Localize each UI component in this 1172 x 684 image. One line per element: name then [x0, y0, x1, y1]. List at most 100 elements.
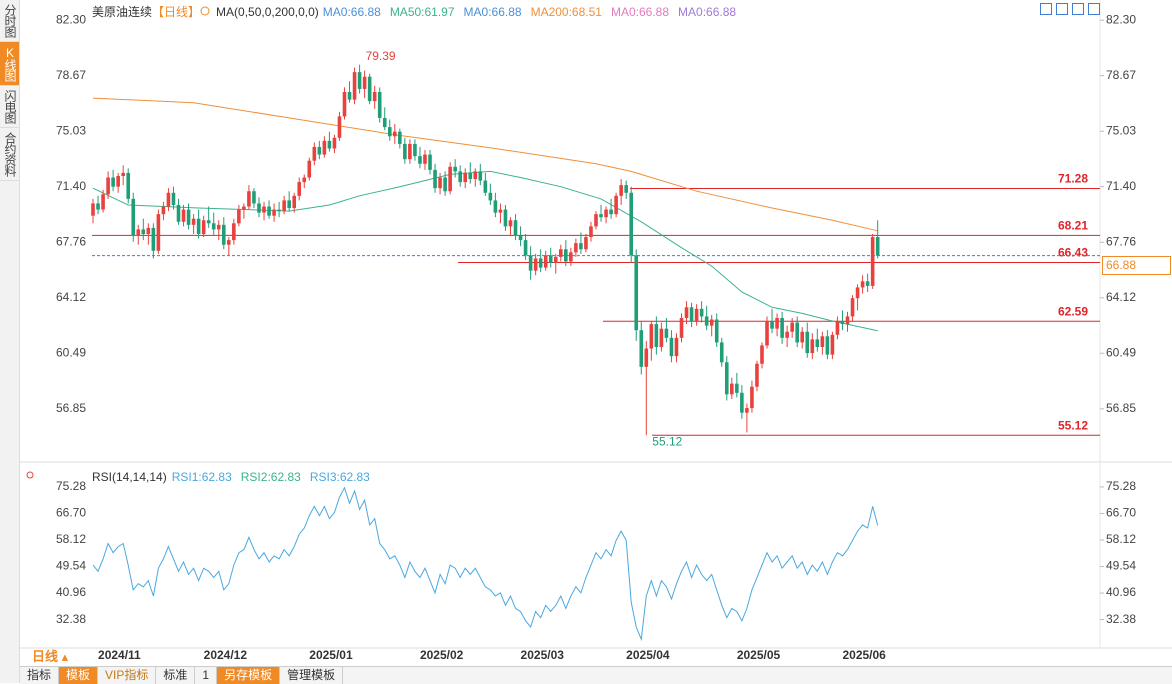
- candle-body: [654, 324, 659, 347]
- candle-body: [242, 206, 246, 210]
- candle-body: [518, 235, 523, 241]
- period-label: 日线: [32, 649, 59, 664]
- x-tick-label: 2024/11: [98, 648, 141, 662]
- candle-body: [634, 255, 639, 331]
- legend: RSI1:62.83 RSI2:62.83 RSI3:62.83: [172, 470, 379, 484]
- legend-entry: RSI1:62.83: [171, 470, 232, 484]
- candle-body: [267, 206, 271, 216]
- y-tick-label: 78.67: [56, 68, 86, 82]
- candle-body: [523, 240, 528, 256]
- candle-body: [433, 169, 437, 189]
- candle-body: [699, 308, 704, 317]
- candle-body: [272, 209, 276, 216]
- candle-body: [176, 204, 181, 222]
- rsi-title: RSI(14,14,14): [92, 470, 167, 484]
- sidebar-tab[interactable]: 闪电图: [0, 86, 19, 128]
- candle-body: [684, 307, 689, 318]
- add-icon[interactable]: [200, 6, 210, 16]
- candle-body: [171, 192, 176, 205]
- candle-body: [664, 328, 669, 338]
- candle-body: [750, 386, 754, 409]
- candle-body: [483, 180, 488, 193]
- y-tick-label: 82.30: [56, 12, 86, 26]
- candle-body: [528, 255, 533, 271]
- main-header: 美原油连续【日线】 MA(0,50,0,200,0,0) MA0:66.88 MA50…: [92, 3, 754, 20]
- candle-body: [629, 192, 634, 256]
- candle-body: [659, 328, 664, 347]
- candle-body: [252, 191, 256, 204]
- candle-body: [694, 308, 699, 322]
- candle-body: [312, 146, 317, 161]
- tool-icon[interactable]: [1040, 3, 1052, 15]
- x-tick-label: 2025/02: [420, 648, 464, 662]
- toolbar: 指标 模板 VIP指标 标准 1 另存模板 管理模板: [20, 666, 1172, 684]
- tab[interactable]: 另存模板: [217, 667, 281, 684]
- tool-icon[interactable]: [1072, 3, 1084, 15]
- legend-entry: MA200:68.51: [530, 5, 602, 19]
- candle-body: [724, 362, 729, 395]
- candle-body: [96, 203, 100, 210]
- title: 美原油连续: [92, 5, 153, 19]
- candle-body: [438, 177, 442, 189]
- y-tick-label: 67.76: [1106, 234, 1136, 248]
- legend-entry: MA0:66.88: [463, 5, 522, 19]
- sidebar-tab[interactable]: K线图: [0, 42, 19, 86]
- candle-body: [116, 175, 120, 187]
- candle-body: [503, 209, 508, 227]
- rsi-icon[interactable]: [26, 471, 34, 479]
- period-button[interactable]: 日线 ▴: [32, 649, 69, 664]
- tab[interactable]: 管理模板: [280, 667, 344, 684]
- period: 【日线】: [152, 5, 201, 19]
- candle-body: [599, 214, 603, 218]
- candle-body: [875, 237, 880, 256]
- candle-body: [463, 172, 468, 183]
- candle-body: [548, 255, 553, 264]
- candle-body: [398, 131, 402, 144]
- candle-body: [740, 392, 744, 413]
- candle-body: [191, 218, 196, 225]
- tab[interactable]: 指标: [20, 667, 60, 684]
- sidebar-tab[interactable]: 合约资料: [0, 128, 19, 181]
- candle-body: [387, 127, 392, 137]
- y-tick-label: 32.38: [1106, 612, 1136, 626]
- candle-body: [408, 143, 412, 160]
- candle-body: [760, 345, 764, 364]
- sidebar-tab[interactable]: 分时图: [0, 0, 19, 42]
- legend: MA0:66.88 MA50:61.97 MA0:66.88 MA200:68.51 M…: [323, 5, 745, 19]
- y-tick-label: 32.38: [56, 612, 86, 626]
- candle-body: [755, 363, 759, 387]
- tab[interactable]: 1: [195, 667, 218, 684]
- tab[interactable]: VIP指标: [98, 667, 157, 684]
- y-tick-label: 75.28: [1106, 479, 1136, 493]
- candle-body: [775, 317, 779, 329]
- tab[interactable]: 标准: [156, 667, 196, 684]
- candle-body: [574, 243, 578, 253]
- candle-body: [835, 321, 840, 335]
- y-tick-label: 82.30: [1106, 12, 1136, 26]
- candle-body: [845, 316, 850, 325]
- candle-body: [247, 191, 251, 207]
- candle-body: [860, 281, 865, 288]
- candle-body: [765, 321, 769, 346]
- x-tick-label: 2025/05: [737, 648, 781, 662]
- tool-icon[interactable]: [1056, 3, 1068, 15]
- candle-body: [745, 408, 749, 413]
- y-tick-label: 60.49: [56, 345, 86, 359]
- candle-body: [493, 200, 498, 213]
- candle-body: [156, 214, 161, 251]
- legend-entry: RSI3:62.83: [309, 470, 370, 484]
- candle-body: [91, 203, 95, 216]
- tool-icon[interactable]: [1088, 3, 1100, 15]
- tab[interactable]: 模板: [59, 667, 99, 684]
- y-tick-label: 60.49: [1106, 345, 1136, 359]
- candle-body: [850, 298, 855, 317]
- sidebar: 分时图 K线图 闪电图 合约资料: [0, 0, 20, 683]
- candle-body: [805, 331, 810, 354]
- candle-body: [709, 319, 714, 326]
- candle-body: [262, 206, 266, 213]
- candle-body: [126, 172, 131, 199]
- y-tick-label: 58.12: [56, 532, 86, 546]
- x-tick-label: 2025/01: [309, 648, 353, 662]
